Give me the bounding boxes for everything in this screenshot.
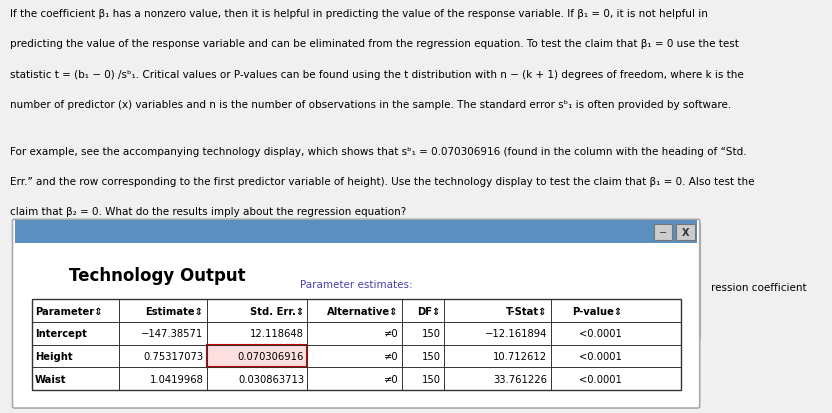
Text: T-Stat⇕: T-Stat⇕ (506, 306, 547, 316)
Bar (654, 225, 672, 240)
Text: Estimate⇕: Estimate⇕ (146, 306, 204, 316)
Text: 150: 150 (421, 374, 440, 384)
Text: 0.070306916: 0.070306916 (238, 351, 304, 361)
Text: Parameter estimates:: Parameter estimates: (300, 279, 413, 289)
Text: 0.030863713: 0.030863713 (238, 374, 304, 384)
Text: <0.0001: <0.0001 (579, 351, 622, 361)
Text: claim that β₂ = 0. What do the results imply about the regression equation?: claim that β₂ = 0. What do the results i… (10, 206, 406, 216)
Text: 0.75317073: 0.75317073 (143, 351, 204, 361)
Text: Technology Output: Technology Output (69, 266, 245, 284)
Text: 1.0419968: 1.0419968 (150, 374, 204, 384)
Text: Parameter⇕: Parameter⇕ (35, 306, 102, 316)
Text: −147.38571: −147.38571 (141, 328, 204, 339)
Text: X: X (681, 227, 690, 237)
Text: P-value⇕: P-value⇕ (572, 306, 622, 316)
Text: predicting the value of the response variable and can be eliminated from the reg: predicting the value of the response var… (10, 39, 739, 49)
Text: 33.761226: 33.761226 (493, 374, 547, 384)
Text: Waist: Waist (35, 374, 67, 384)
Text: −12.161894: −12.161894 (485, 328, 547, 339)
Text: ≠0: ≠0 (384, 374, 399, 384)
Text: Height: Height (35, 351, 72, 361)
Text: Std. Err.⇕: Std. Err.⇕ (250, 306, 304, 316)
Text: DF⇕: DF⇕ (417, 306, 440, 316)
Text: statistic t = (b₁ − 0) /sᵇ₁. Critical values or P-values can be found using the : statistic t = (b₁ − 0) /sᵇ₁. Critical va… (10, 69, 744, 79)
Bar (207, 345, 308, 368)
Text: 12.118648: 12.118648 (250, 328, 304, 339)
Text: Alternative⇕: Alternative⇕ (327, 306, 399, 316)
Text: −: − (659, 227, 667, 237)
Text: 150: 150 (421, 328, 440, 339)
Text: ression coefficient: ression coefficient (711, 282, 807, 292)
Text: ≠0: ≠0 (384, 328, 399, 339)
Text: <0.0001: <0.0001 (579, 374, 622, 384)
FancyBboxPatch shape (12, 220, 700, 408)
Text: <0.0001: <0.0001 (579, 328, 622, 339)
Text: If the coefficient β₁ has a nonzero value, then it is helpful in predicting the : If the coefficient β₁ has a nonzero valu… (10, 9, 708, 19)
Bar (676, 225, 695, 240)
Text: ≠0: ≠0 (384, 351, 399, 361)
Text: For example, see the accompanying technology display, which shows that sᵇ₁ = 0.0: For example, see the accompanying techno… (10, 146, 746, 156)
Text: Intercept: Intercept (35, 328, 87, 339)
Text: 150: 150 (421, 351, 440, 361)
Text: 10.712612: 10.712612 (493, 351, 547, 361)
Text: number of predictor (x) variables and n is the number of observations in the sam: number of predictor (x) variables and n … (10, 100, 731, 109)
Bar (15, 221, 697, 244)
Text: Err.” and the row corresponding to the first predictor variable of height). Use : Err.” and the row corresponding to the f… (10, 176, 755, 186)
